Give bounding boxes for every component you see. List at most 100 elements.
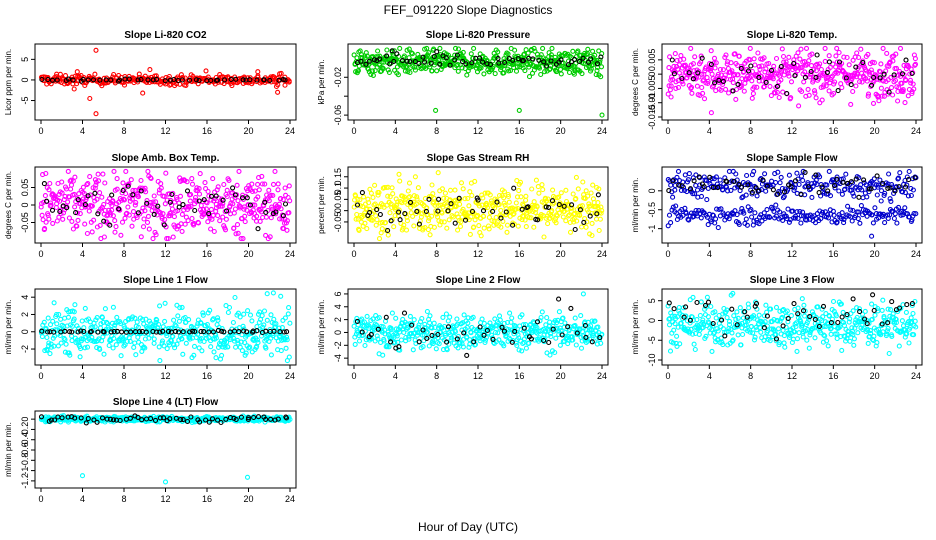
- data-point: [797, 56, 803, 62]
- data-point: [779, 46, 785, 52]
- data-point: [373, 213, 379, 219]
- x-tick-label: 8: [434, 126, 439, 136]
- data-point: [801, 79, 807, 85]
- data-point: [254, 77, 260, 83]
- data-point: [812, 335, 818, 341]
- y-tick-label: 5: [20, 57, 30, 62]
- data-point: [879, 307, 885, 313]
- data-point: [397, 45, 403, 51]
- series-2: [665, 202, 919, 231]
- data-point: [751, 84, 757, 90]
- data-point: [134, 214, 140, 221]
- data-point: [846, 62, 852, 68]
- x-tick-label: 20: [870, 249, 880, 259]
- y-tick-label: -2: [20, 345, 30, 353]
- data-point: [380, 66, 386, 72]
- data-point: [791, 301, 797, 307]
- data-point: [749, 78, 755, 84]
- data-point: [234, 222, 241, 228]
- data-point: [666, 65, 672, 71]
- y-tick-label: -0.01: [647, 92, 657, 113]
- data-point: [452, 45, 459, 51]
- data-point: [525, 50, 531, 56]
- data-point: [778, 174, 784, 180]
- data-point: [171, 214, 177, 220]
- data-point: [794, 336, 801, 342]
- data-point: [138, 177, 144, 184]
- data-point: [224, 193, 230, 200]
- data-point: [736, 53, 742, 59]
- data-point: [84, 230, 90, 237]
- data-point: [910, 81, 916, 87]
- data-point: [233, 231, 239, 237]
- data-point: [220, 200, 226, 207]
- data-point: [390, 191, 396, 197]
- data-point: [704, 197, 710, 203]
- data-point: [592, 52, 598, 58]
- data-point: [383, 314, 389, 320]
- data-point: [215, 213, 221, 219]
- data-point: [799, 88, 805, 95]
- data-point: [750, 330, 756, 336]
- series-1: [38, 47, 292, 117]
- data-point: [71, 86, 77, 92]
- data-point: [278, 196, 284, 202]
- data-point: [886, 350, 892, 357]
- data-point: [369, 68, 375, 74]
- data-point: [92, 71, 98, 77]
- data-point: [773, 179, 779, 186]
- data-point: [573, 174, 579, 180]
- x-tick-label: 8: [748, 126, 753, 136]
- data-point: [596, 227, 602, 234]
- data-point: [668, 94, 674, 100]
- data-point: [351, 52, 357, 58]
- data-point: [495, 55, 501, 61]
- data-point: [839, 347, 845, 353]
- data-point: [221, 77, 228, 83]
- x-tick-label: 4: [80, 126, 85, 136]
- data-point: [752, 62, 758, 68]
- panel-title: Slope Li-820 CO2: [124, 30, 207, 41]
- data-point: [498, 207, 504, 213]
- data-point: [359, 190, 365, 196]
- data-point: [108, 77, 114, 83]
- data-point: [87, 95, 93, 102]
- data-point: [97, 222, 103, 228]
- data-point: [878, 198, 884, 204]
- data-point: [705, 80, 711, 87]
- data-point: [211, 228, 217, 235]
- data-point: [77, 211, 83, 217]
- data-point: [480, 59, 486, 65]
- data-point: [235, 230, 241, 236]
- data-point: [796, 103, 802, 109]
- data-point: [691, 341, 697, 347]
- data-point: [713, 216, 719, 222]
- data-point: [123, 168, 129, 174]
- data-point: [277, 71, 283, 77]
- data-point: [151, 340, 157, 346]
- data-point: [259, 181, 265, 187]
- panel-title: Slope Line 2 Flow: [436, 275, 521, 286]
- data-point: [899, 71, 906, 77]
- data-point: [148, 175, 154, 182]
- data-point: [467, 231, 473, 237]
- data-point: [809, 194, 815, 200]
- y-tick-label: -0.015: [647, 104, 657, 130]
- data-point: [128, 177, 134, 183]
- x-tick-label: 8: [121, 126, 126, 136]
- data-point: [896, 85, 902, 91]
- data-point: [409, 51, 415, 57]
- data-point: [850, 308, 856, 314]
- data-point: [153, 76, 160, 82]
- data-point: [771, 63, 777, 69]
- data-point: [854, 50, 860, 56]
- data-point: [788, 79, 795, 85]
- data-point: [546, 339, 552, 346]
- data-point: [77, 354, 83, 360]
- data-point: [708, 110, 714, 116]
- data-point: [547, 319, 553, 325]
- data-point: [818, 66, 824, 73]
- data-point: [286, 79, 292, 85]
- data-point: [751, 56, 757, 62]
